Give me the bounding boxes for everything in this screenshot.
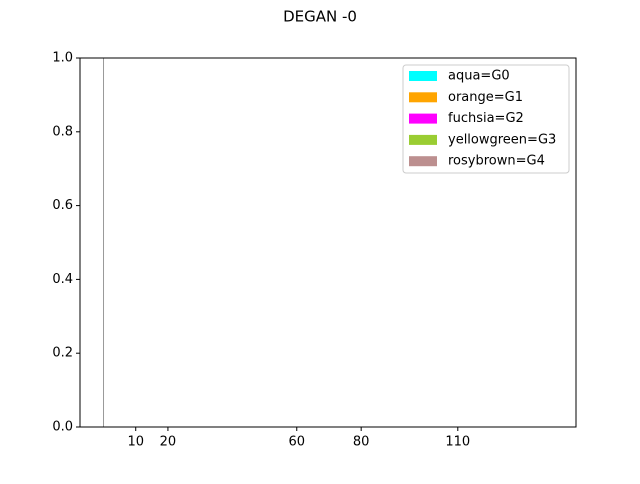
chart-title: DEGAN -0: [283, 8, 357, 26]
y-tick-label: 0.6: [52, 198, 73, 213]
x-tick-label: 80: [353, 435, 370, 450]
legend-swatch: [409, 156, 437, 167]
legend-label: fuchsia=G2: [448, 111, 524, 126]
legend-swatch: [409, 134, 437, 145]
x-tick-label: 110: [445, 435, 470, 450]
legend-label: orange=G1: [448, 90, 523, 105]
y-tick-label: 0.2: [52, 346, 73, 361]
legend-label: yellowgreen=G3: [448, 132, 556, 147]
y-tick-label: 0.0: [52, 420, 73, 435]
plot-frame: [79, 57, 577, 428]
legend-box: [402, 64, 570, 174]
y-tick-label: 0.8: [52, 124, 73, 139]
y-tick-label: 0.4: [52, 272, 73, 287]
y-tick-label: 1.0: [52, 51, 73, 66]
legend-swatch: [409, 92, 437, 103]
legend-swatch: [409, 71, 437, 81]
x-tick-label: 60: [288, 435, 305, 450]
legend-label: rosybrown=G4: [448, 154, 545, 169]
x-tick-label: 10: [127, 435, 144, 450]
legend-swatch: [409, 113, 437, 124]
x-tick-label: 20: [160, 435, 177, 450]
legend-label: aqua=G0: [448, 69, 510, 84]
